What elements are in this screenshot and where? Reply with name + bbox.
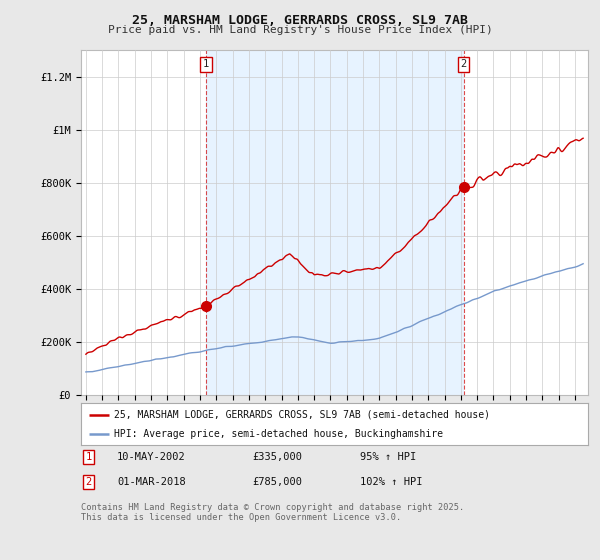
Text: 10-MAY-2002: 10-MAY-2002 [117,452,186,462]
Text: 2: 2 [86,477,92,487]
Text: Price paid vs. HM Land Registry's House Price Index (HPI): Price paid vs. HM Land Registry's House … [107,25,493,35]
Text: 25, MARSHAM LODGE, GERRARDS CROSS, SL9 7AB: 25, MARSHAM LODGE, GERRARDS CROSS, SL9 7… [132,14,468,27]
Text: 01-MAR-2018: 01-MAR-2018 [117,477,186,487]
Text: 95% ↑ HPI: 95% ↑ HPI [360,452,416,462]
Text: 1: 1 [203,59,209,69]
Text: £335,000: £335,000 [252,452,302,462]
Text: £785,000: £785,000 [252,477,302,487]
Text: Contains HM Land Registry data © Crown copyright and database right 2025.
This d: Contains HM Land Registry data © Crown c… [81,503,464,522]
Text: 2: 2 [460,59,467,69]
Text: HPI: Average price, semi-detached house, Buckinghamshire: HPI: Average price, semi-detached house,… [114,429,443,439]
Text: 102% ↑ HPI: 102% ↑ HPI [360,477,422,487]
Text: 25, MARSHAM LODGE, GERRARDS CROSS, SL9 7AB (semi-detached house): 25, MARSHAM LODGE, GERRARDS CROSS, SL9 7… [114,409,490,419]
Text: 1: 1 [86,452,92,462]
Bar [206,50,464,395]
